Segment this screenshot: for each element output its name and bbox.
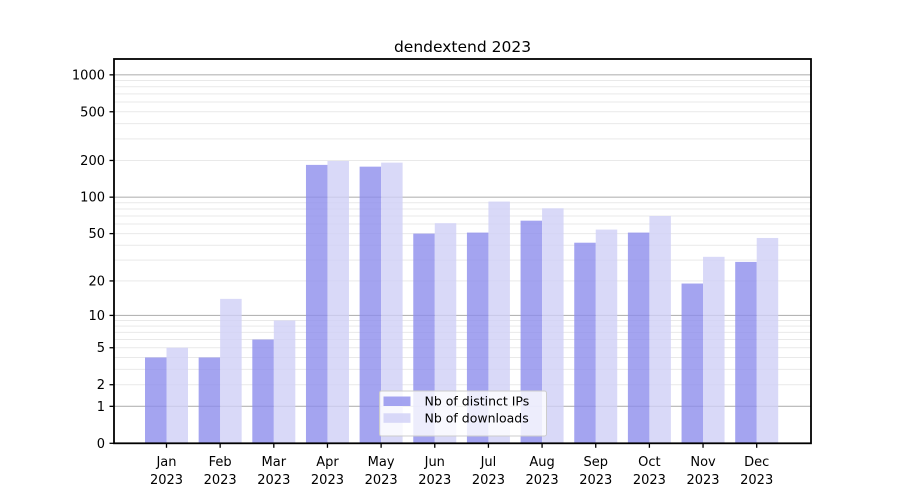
bar-downloads	[166, 347, 188, 444]
bar-distinct-ips	[574, 242, 596, 444]
y-tick-label: 1	[97, 400, 105, 415]
x-tick-label-month: Dec	[744, 455, 769, 470]
bar-distinct-ips	[681, 283, 704, 444]
x-tick-label-year: 2023	[472, 473, 505, 488]
chart-title: dendextend 2023	[394, 38, 531, 56]
x-tick-label-year: 2023	[740, 473, 773, 488]
axis-ticks-and-labels: 0 1 2 5 10 20 50 100 200 500 1000 Jan 2023 Feb 2023 Mar…	[72, 68, 773, 488]
x-tick-label-month: Jul	[480, 455, 497, 470]
bar-downloads	[542, 208, 564, 444]
x-tick-label-month: Oct	[638, 455, 660, 470]
bar-distinct-ips	[198, 357, 221, 444]
bar-downloads	[327, 161, 349, 444]
x-tick-label-month: May	[368, 455, 395, 470]
x-tick-label-month: Feb	[209, 455, 232, 470]
axes-frame	[113, 58, 812, 445]
bar-distinct-ips	[735, 261, 757, 444]
bar-downloads	[756, 237, 779, 444]
x-tick-label-year: 2023	[686, 473, 719, 488]
x-tick-label-month: Aug	[529, 455, 554, 470]
x-tick-label-year: 2023	[311, 473, 344, 488]
x-tick-label-month: Mar	[262, 455, 287, 470]
y-tick-label: 100	[80, 191, 105, 206]
x-tick-label-year: 2023	[365, 473, 398, 488]
x-tick-label-year: 2023	[257, 473, 290, 488]
bar-downloads	[703, 256, 725, 444]
legend-label: Nb of downloads	[425, 410, 529, 425]
y-tick-label: 500	[80, 105, 105, 120]
y-tick-label: 5	[97, 341, 105, 356]
y-tick-label: 10	[88, 309, 105, 324]
legend-label: Nb of distinct IPs	[425, 394, 530, 409]
bar-downloads	[220, 298, 242, 444]
x-tick-label-month: Apr	[316, 455, 339, 470]
plot-border	[113, 58, 812, 445]
bar-distinct-ips	[520, 220, 543, 444]
x-tick-label-month: Sep	[583, 455, 608, 470]
legend-swatch-downloads	[383, 413, 411, 423]
y-tick-label: 20	[88, 274, 105, 289]
bar-distinct-ips	[252, 339, 274, 444]
bar-downloads	[595, 229, 618, 444]
x-tick-label-month: Jun	[424, 455, 445, 470]
x-tick-label-year: 2023	[633, 473, 666, 488]
x-tick-label-year: 2023	[418, 473, 451, 488]
x-tick-label-year: 2023	[579, 473, 612, 488]
x-tick-label-year: 2023	[204, 473, 237, 488]
x-tick-label-month: Jan	[155, 455, 176, 470]
bar-downloads	[273, 320, 296, 444]
x-tick-label-year: 2023	[150, 473, 183, 488]
bar-distinct-ips	[145, 357, 167, 444]
bar-downloads	[649, 215, 671, 444]
legend-box	[379, 390, 547, 437]
y-tick-label: 2	[97, 378, 105, 393]
bar-distinct-ips	[305, 164, 328, 444]
bar-downloads	[434, 223, 457, 444]
y-tick-label: 1000	[72, 68, 105, 83]
y-tick-label: 200	[80, 154, 105, 169]
bar-distinct-ips	[359, 166, 382, 444]
legend-swatch-distinct-ips	[383, 396, 411, 406]
bar-downloads	[381, 162, 403, 444]
y-tick-label: 0	[97, 437, 105, 452]
x-tick-label-month: Nov	[690, 455, 716, 470]
x-tick-label-year: 2023	[526, 473, 559, 488]
bar-downloads	[488, 201, 510, 444]
bar-distinct-ips	[627, 232, 650, 444]
y-tick-label: 50	[88, 227, 105, 242]
